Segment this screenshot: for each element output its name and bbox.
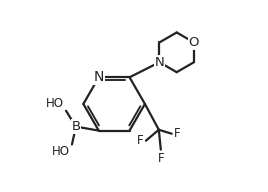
Text: O: O: [189, 36, 199, 49]
Text: N: N: [155, 56, 164, 69]
Text: HO: HO: [46, 97, 64, 110]
Text: F: F: [137, 134, 144, 147]
Text: F: F: [158, 152, 164, 165]
Text: F: F: [174, 127, 180, 140]
Text: N: N: [94, 70, 104, 84]
Text: B: B: [71, 120, 80, 133]
Text: HO: HO: [52, 146, 70, 158]
